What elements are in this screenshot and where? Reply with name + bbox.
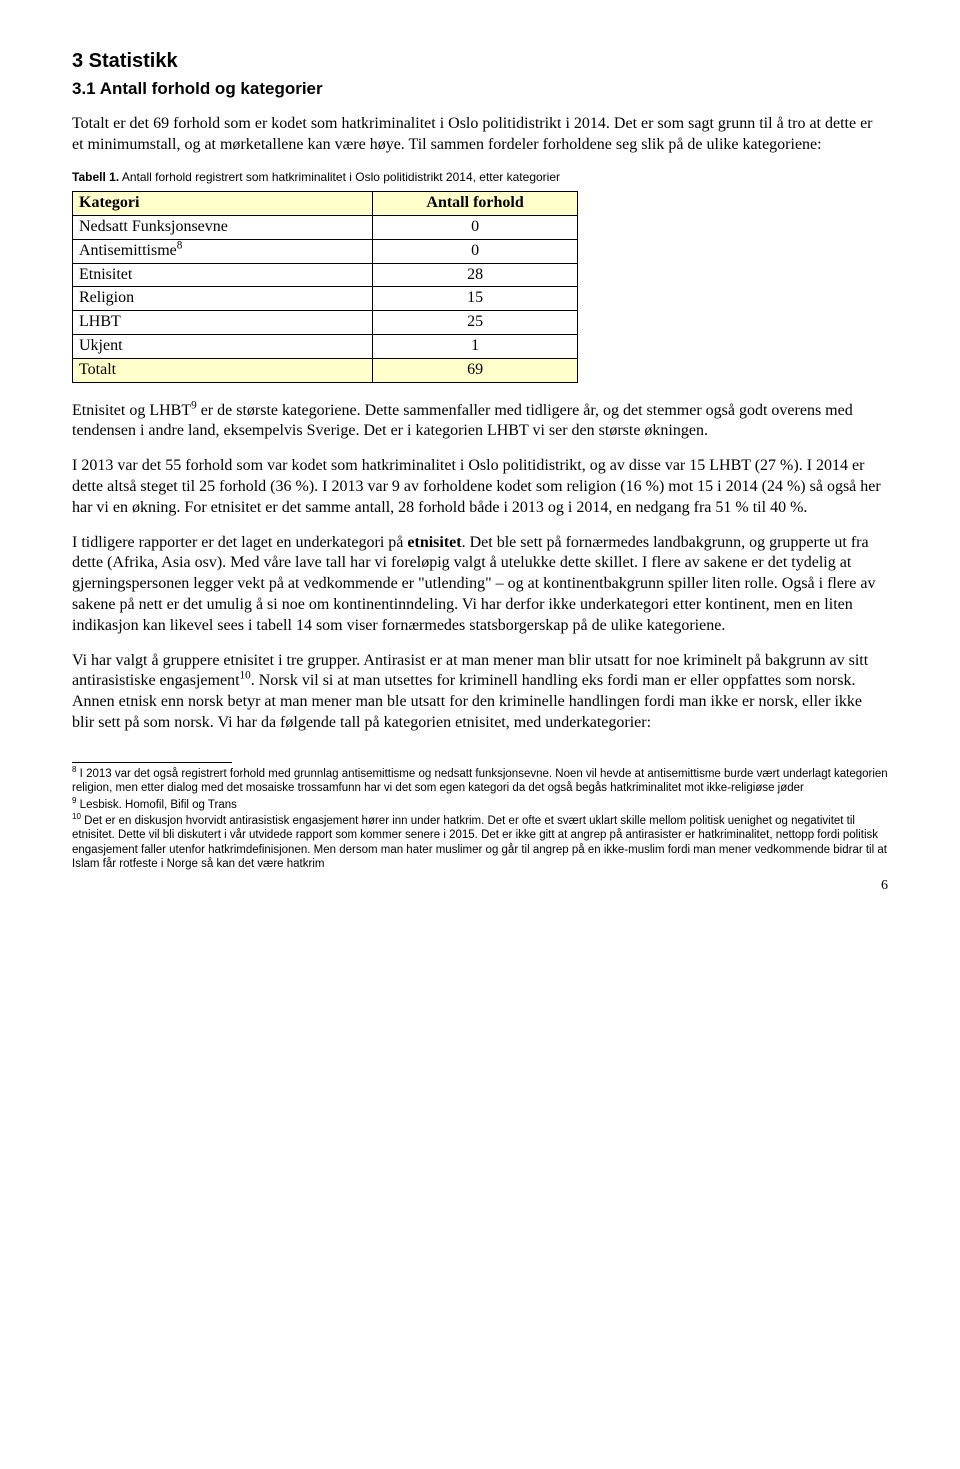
heading-1: 3 Statistikk <box>72 48 888 74</box>
table-row: Etnisitet28 <box>73 263 578 287</box>
p4-bold: etnisitet <box>407 534 461 551</box>
cell-category: Etnisitet <box>73 263 373 287</box>
body-paragraph-5: Vi har valgt å gruppere etnisitet i tre … <box>72 651 888 734</box>
table-caption-label: Tabell 1. <box>72 170 119 184</box>
cell-category: Antisemittisme8 <box>73 239 373 263</box>
cell-count: 1 <box>373 335 578 359</box>
cell-category: Nedsatt Funksjonsevne <box>73 216 373 240</box>
cell-count: 0 <box>373 216 578 240</box>
cell-total-value: 69 <box>373 358 578 382</box>
p2-part-a: Etnisitet og LHBT <box>72 402 191 419</box>
cell-category: Religion <box>73 287 373 311</box>
footnote-separator <box>72 762 232 763</box>
body-paragraph-4: I tidligere rapporter er det laget en un… <box>72 533 888 637</box>
table-row: LHBT25 <box>73 311 578 335</box>
body-paragraph-2: Etnisitet og LHBT9 er de største kategor… <box>72 401 888 443</box>
col-header-category: Kategori <box>73 192 373 216</box>
cell-category: Ukjent <box>73 335 373 359</box>
table-row: Ukjent1 <box>73 335 578 359</box>
footnote-10: 10 Det er en diskusjon hvorvidt antirasi… <box>72 814 888 872</box>
page-number: 6 <box>72 877 888 895</box>
footnotes-block: 8 I 2013 var det også registrert forhold… <box>72 767 888 872</box>
footnote-8: 8 I 2013 var det også registrert forhold… <box>72 767 888 796</box>
footnote-9-text: Lesbisk. Homofil, Bifil og Trans <box>76 799 236 811</box>
p4-part-a: I tidligere rapporter er det laget en un… <box>72 534 407 551</box>
cell-count: 25 <box>373 311 578 335</box>
footnote-marker-10: 10 <box>72 812 81 821</box>
heading-2: 3.1 Antall forhold og kategorier <box>72 78 888 100</box>
table-row: Religion15 <box>73 287 578 311</box>
intro-paragraph: Totalt er det 69 forhold som er kodet so… <box>72 114 888 156</box>
cell-category: LHBT <box>73 311 373 335</box>
cell-count: 0 <box>373 239 578 263</box>
table-row: Nedsatt Funksjonsevne0 <box>73 216 578 240</box>
table-total-row: Totalt69 <box>73 358 578 382</box>
cell-total-label: Totalt <box>73 358 373 382</box>
footnote-8-text: I 2013 var det også registrert forhold m… <box>72 768 888 794</box>
cell-count: 28 <box>373 263 578 287</box>
footnote-9: 9 Lesbisk. Homofil, Bifil og Trans <box>72 798 888 812</box>
table-caption-rest: Antall forhold registrert som hatkrimina… <box>119 170 560 184</box>
col-header-count: Antall forhold <box>373 192 578 216</box>
footnote-ref-10: 10 <box>240 670 251 682</box>
table-caption: Tabell 1. Antall forhold registrert som … <box>72 170 888 186</box>
footnote-10-text: Det er en diskusjon hvorvidt antirasisti… <box>72 815 887 870</box>
footnote-ref-8: 8 <box>177 240 183 252</box>
categories-table: Kategori Antall forhold Nedsatt Funksjon… <box>72 191 578 382</box>
body-paragraph-3: I 2013 var det 55 forhold som var kodet … <box>72 456 888 518</box>
cell-count: 15 <box>373 287 578 311</box>
table-row: Antisemittisme80 <box>73 239 578 263</box>
table-header-row: Kategori Antall forhold <box>73 192 578 216</box>
